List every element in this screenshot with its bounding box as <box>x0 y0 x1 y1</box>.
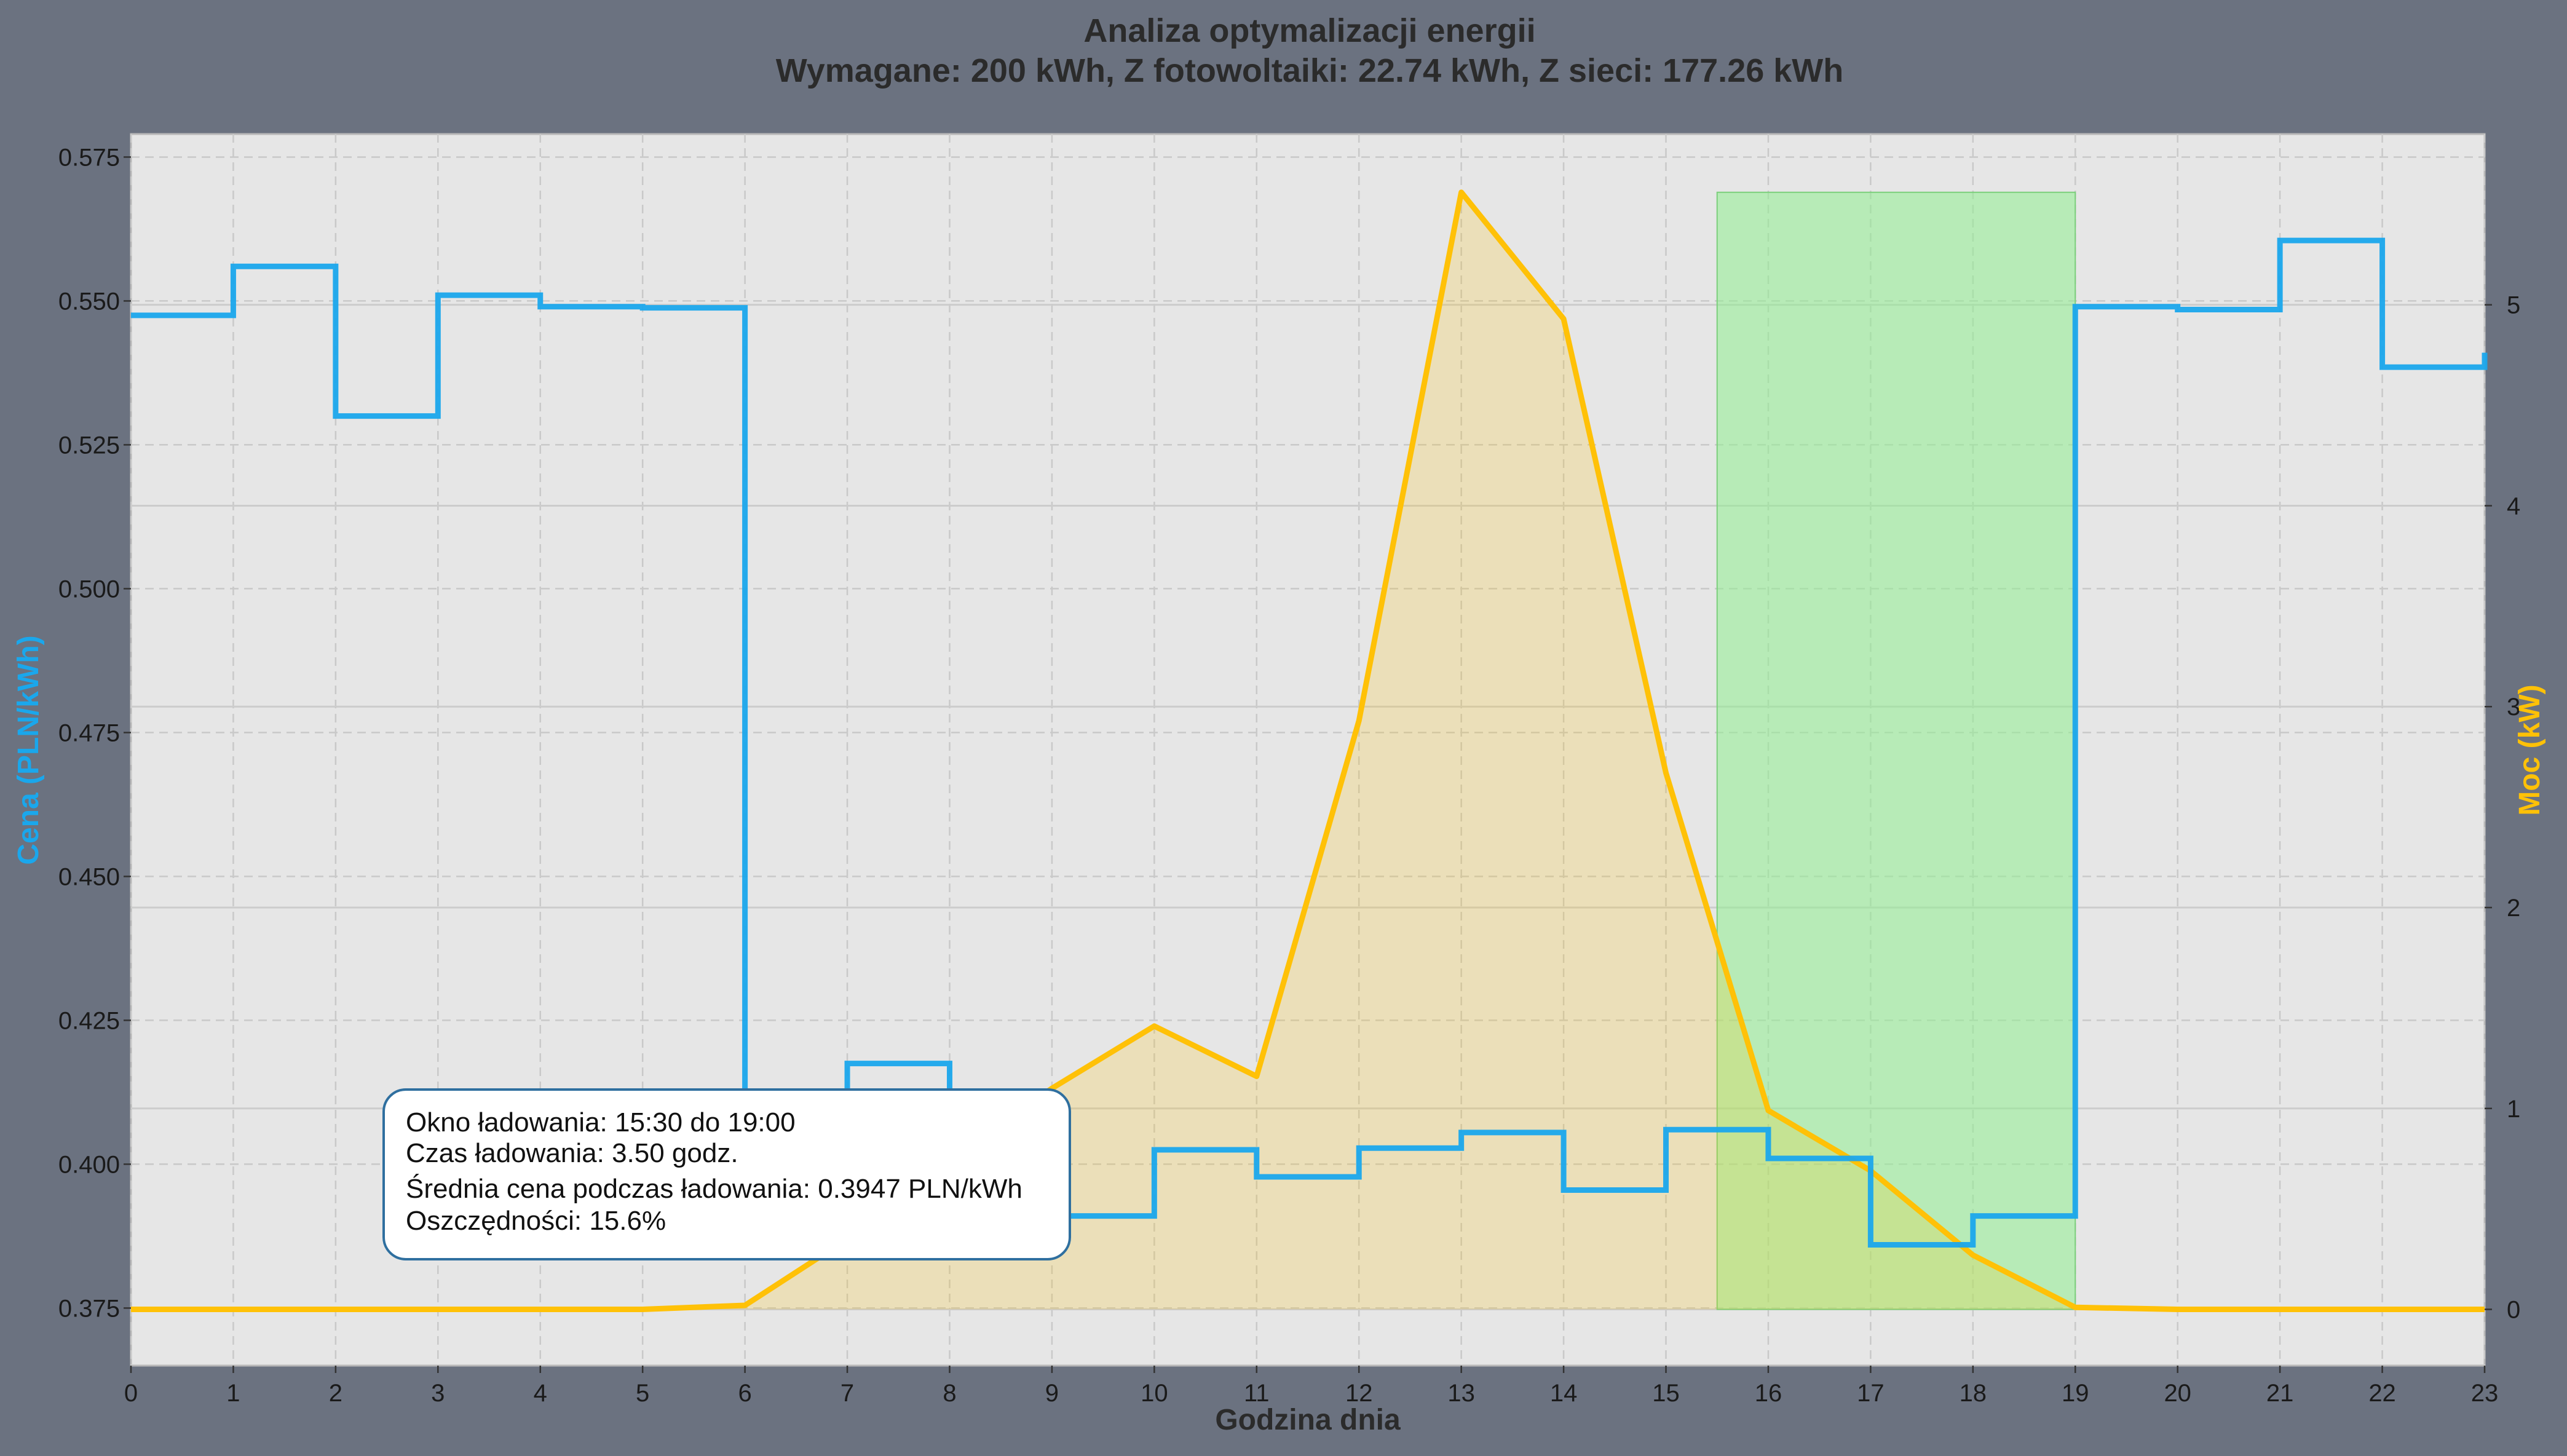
x-tick-label: 15 <box>1652 1380 1680 1407</box>
x-tick-label: 22 <box>2368 1380 2396 1407</box>
x-tick-label: 5 <box>636 1380 649 1407</box>
x-tick-label: 23 <box>2471 1380 2499 1407</box>
x-tick-label: 11 <box>1244 1380 1270 1407</box>
x-tick-label: 18 <box>1960 1380 1987 1407</box>
info-line-duration: Czas ładowania: 3.50 godz. <box>406 1138 738 1168</box>
power-series-layer <box>131 189 2485 1313</box>
y-right-tick-label: 4 <box>2507 493 2520 520</box>
x-tick-label: 17 <box>1857 1380 1885 1407</box>
y-right-tick-label: 1 <box>2507 1096 2520 1123</box>
x-tick-label: 10 <box>1141 1380 1168 1407</box>
power-area-fill <box>131 192 2485 1310</box>
y-right-tick-label: 3 <box>2507 694 2520 721</box>
x-tick-label: 9 <box>1045 1380 1059 1407</box>
y-left-tick-label: 0.525 <box>58 432 120 459</box>
x-tick-label: 16 <box>1755 1380 1782 1407</box>
x-tick-label: 13 <box>1447 1380 1475 1407</box>
x-tick-label: 19 <box>2062 1380 2089 1407</box>
x-tick-label: 3 <box>431 1380 445 1407</box>
y-right-axis-label: Moc (kW) <box>2514 684 2546 815</box>
x-tick-label: 20 <box>2164 1380 2191 1407</box>
x-tick-label: 0 <box>124 1380 138 1407</box>
y-left-tick-label: 0.450 <box>58 863 120 890</box>
y-left-axis-ticks: 0.375 0.400 0.425 0.450 0.475 0.500 0.525 0.550… <box>58 144 131 1322</box>
x-tick-label: 2 <box>329 1380 342 1407</box>
x-tick-label: 6 <box>738 1380 751 1407</box>
x-tick-label: 8 <box>943 1380 956 1407</box>
y-left-tick-label: 0.475 <box>58 719 120 746</box>
x-axis-ticks: 0 1 2 3 4 5 6 7 8 9 10 11 12 13 14 15 16 17 18 19 20 21 22 23 <box>124 1366 2498 1407</box>
info-line-savings: Oszczędności: 15.6% <box>406 1206 666 1236</box>
y-left-tick-label: 0.375 <box>58 1295 120 1322</box>
price-series-layer <box>131 237 2488 1248</box>
x-tick-label: 14 <box>1550 1380 1578 1407</box>
y-left-tick-label: 0.575 <box>58 144 120 171</box>
x-tick-label: 12 <box>1345 1380 1373 1407</box>
chart-title: Analiza optymalizacji energii <box>1083 12 1535 49</box>
y-right-tick-label: 0 <box>2507 1297 2520 1324</box>
x-tick-label: 4 <box>534 1380 547 1407</box>
x-tick-label: 7 <box>841 1380 854 1407</box>
y-left-axis-label: Cena (PLN/kWh) <box>12 635 45 865</box>
charging-window-highlight <box>1716 191 2076 1310</box>
y-right-tick-label: 2 <box>2507 895 2520 922</box>
x-tick-label: 1 <box>226 1380 240 1407</box>
chart-subtitle: Wymagane: 200 kWh, Z fotowoltaiki: 22.74… <box>776 52 1844 89</box>
y-left-tick-label: 0.425 <box>58 1007 120 1034</box>
x-tick-label: 21 <box>2266 1380 2294 1407</box>
info-box-frame <box>382 1088 1071 1260</box>
y-left-tick-label: 0.550 <box>58 288 120 315</box>
info-box: Okno ładowania: 15:30 do 19:00 Czas łado… <box>382 1088 1071 1260</box>
y-right-tick-label: 5 <box>2507 292 2520 319</box>
y-right-axis-ticks: 0 1 2 3 4 5 <box>2485 292 2520 1324</box>
y-left-tick-label: 0.400 <box>58 1151 120 1178</box>
info-line-window: Okno ładowania: 15:30 do 19:00 <box>406 1107 796 1138</box>
price-series-line <box>131 237 2488 1248</box>
y-left-tick-label: 0.500 <box>58 576 120 603</box>
power-series-line <box>131 189 2485 1313</box>
x-axis-label: Godzina dnia <box>1215 1404 1401 1436</box>
info-line-avg-price: Średnia cena podczas ładowania: 0.3947 P… <box>406 1173 1022 1204</box>
charging-window-layer <box>1716 191 2076 1310</box>
